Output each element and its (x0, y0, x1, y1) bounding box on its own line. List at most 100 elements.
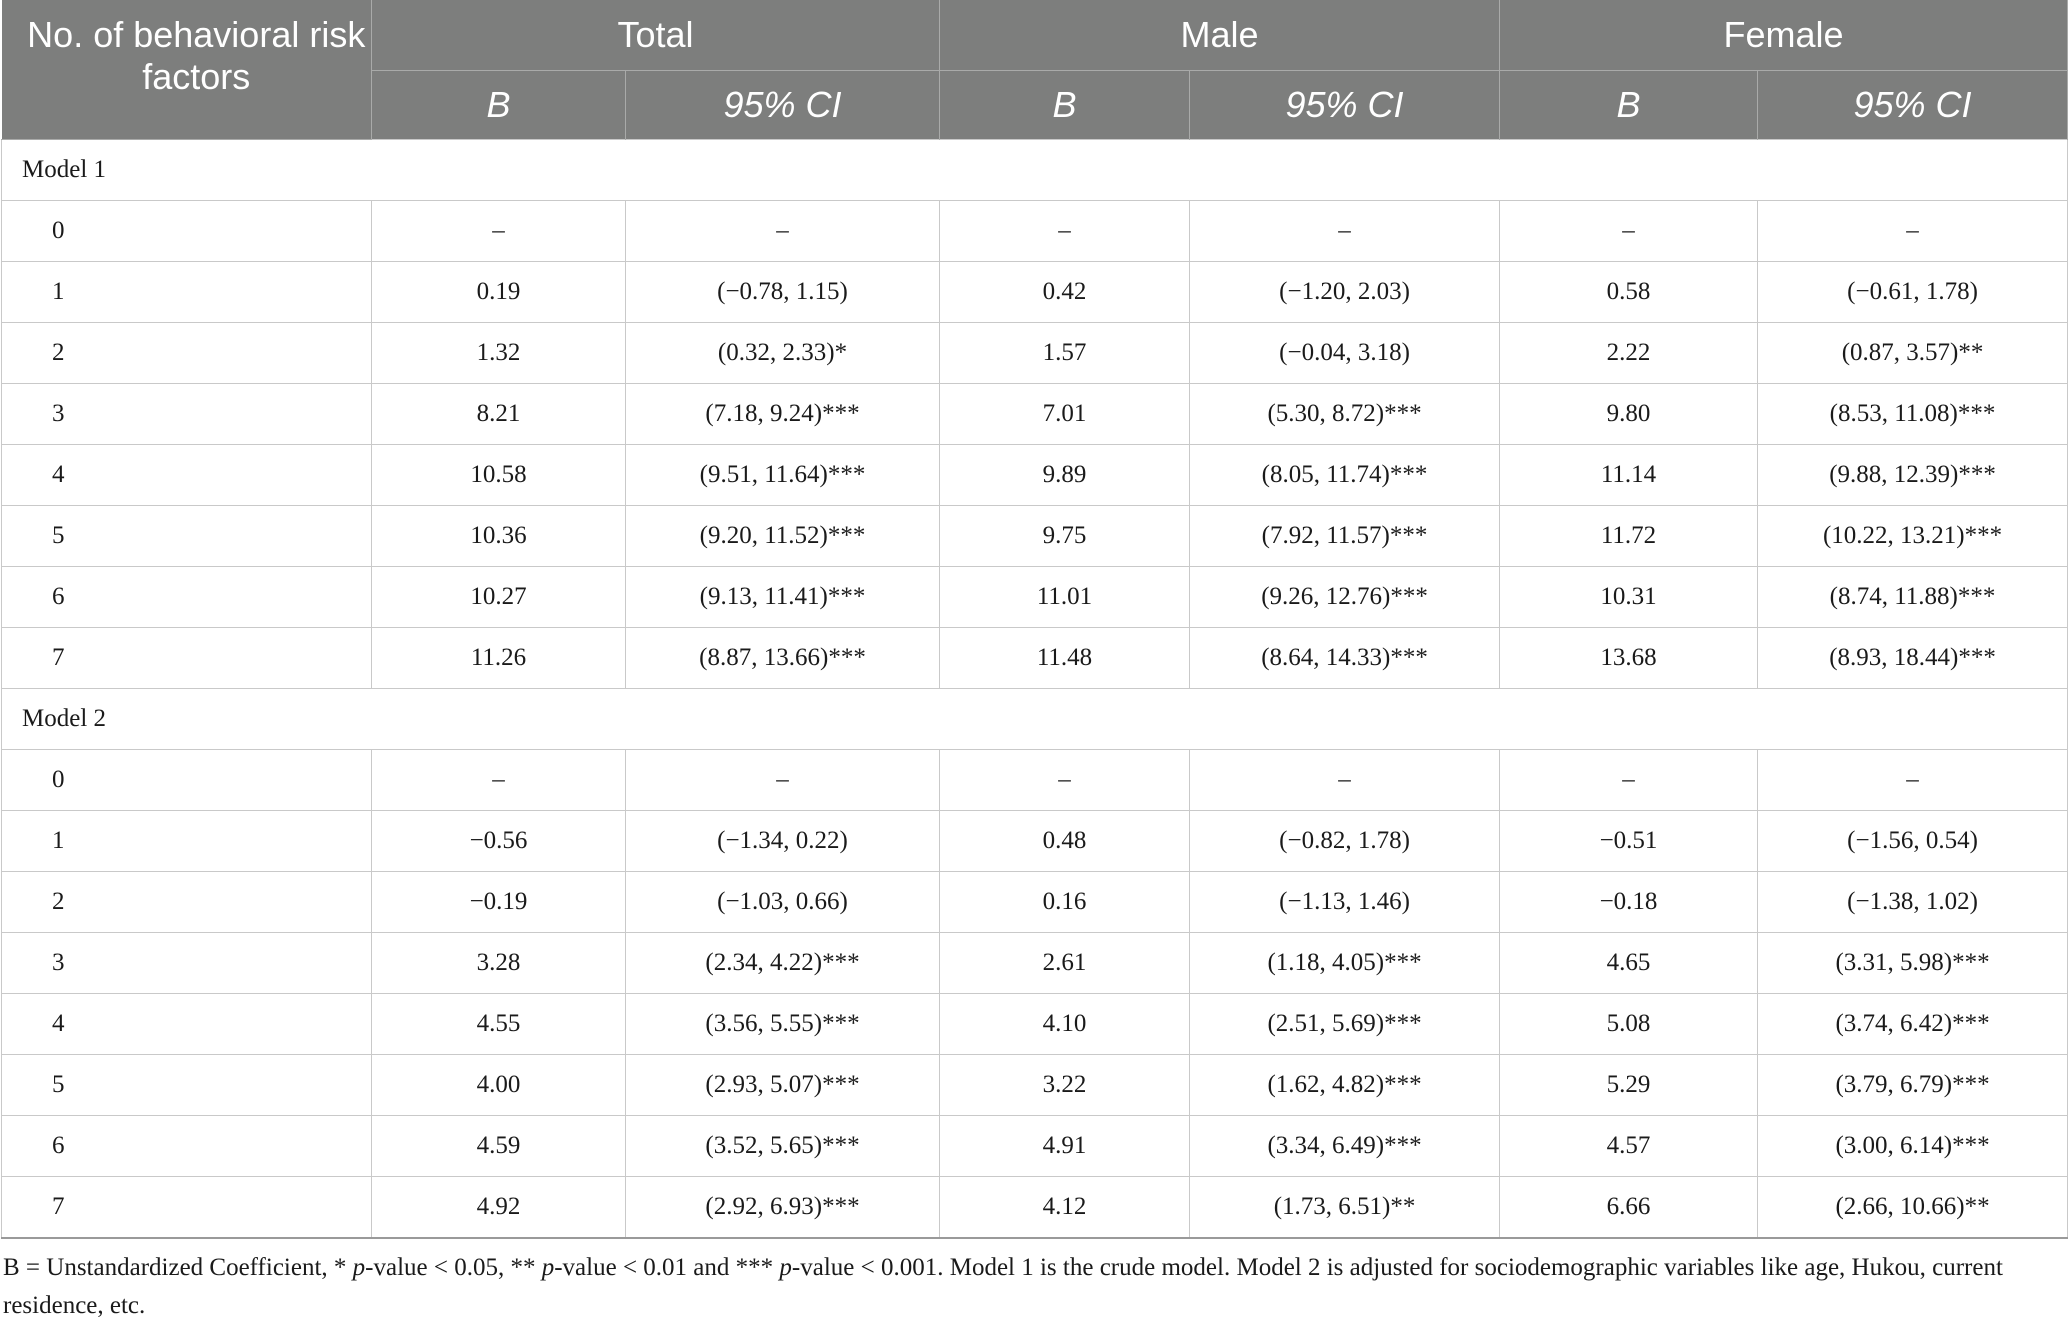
table-row: 3 3.28 (2.34, 4.22)*** 2.61 (1.18, 4.05)*** 4… (1, 932, 2068, 994)
table-cell: – (624, 200, 941, 262)
table-cell: (3.74, 6.42)*** (1757, 993, 2068, 1055)
table-cell: – (624, 749, 941, 811)
table-cell: (−1.34, 0.22) (624, 810, 941, 872)
header-male-b: B (939, 70, 1191, 140)
table-row: 6 10.27 (9.13, 11.41)*** 11.01 (9.26, 12.76)… (1, 566, 2068, 628)
table-cell: 9.75 (939, 505, 1191, 567)
table-cell: 11.01 (939, 566, 1191, 628)
table-cell: (1.62, 4.82)*** (1189, 1054, 1501, 1116)
table-row: 5 10.36 (9.20, 11.52)*** 9.75 (7.92, 11.57)*… (1, 505, 2068, 567)
row-label: 4 (1, 444, 372, 506)
table-cell: (9.13, 11.41)*** (624, 566, 941, 628)
footnote-text: -value < 0.05, ** (365, 1254, 542, 1281)
table-cell: 9.89 (939, 444, 1191, 506)
table-cell: 4.10 (939, 993, 1191, 1055)
table-cell: 8.21 (371, 383, 626, 445)
table-cell: 9.80 (1499, 383, 1759, 445)
footnote-text: B = Unstandardized Coefficient, * (3, 1254, 353, 1281)
table-cell: (8.87, 13.66)*** (624, 627, 941, 689)
section-title: Model 1 (0, 139, 2068, 201)
row-label: 4 (1, 993, 372, 1055)
table-cell: 2.22 (1499, 322, 1759, 384)
footnote-italic-p: p (352, 1254, 366, 1281)
table-row: 5 4.00 (2.93, 5.07)*** 3.22 (1.62, 4.82)*** 5… (1, 1054, 2068, 1116)
table-row: 3 8.21 (7.18, 9.24)*** 7.01 (5.30, 8.72)*** 9… (1, 383, 2068, 445)
table-row: 6 4.59 (3.52, 5.65)*** 4.91 (3.34, 6.49)*** 4… (1, 1115, 2068, 1177)
table-cell: 11.48 (939, 627, 1191, 689)
header-female-ci: 95% CI (1757, 70, 2068, 140)
row-label: 2 (1, 322, 372, 384)
table-cell: – (939, 749, 1191, 811)
table-cell: (8.93, 18.44)*** (1757, 627, 2068, 689)
table-cell: 4.59 (371, 1115, 626, 1177)
table-cell: (3.79, 6.79)*** (1757, 1054, 2068, 1116)
header-male: Male (939, 0, 1501, 71)
table-cell: (−1.56, 0.54) (1757, 810, 2068, 872)
footnote-italic-p: p (779, 1254, 792, 1281)
table-cell: (2.66, 10.66)** (1757, 1176, 2068, 1239)
table-cell: (−1.38, 1.02) (1757, 871, 2068, 933)
table-cell: 11.72 (1499, 505, 1759, 567)
table-cell: – (1499, 749, 1759, 811)
header-female: Female (1499, 0, 2068, 71)
table-cell: 13.68 (1499, 627, 1759, 689)
table-cell: (1.73, 6.51)** (1189, 1176, 1501, 1239)
header-total-b: B (371, 70, 626, 140)
row-label: 3 (1, 383, 372, 445)
table-cell: (5.30, 8.72)*** (1189, 383, 1501, 445)
table-cell: (3.56, 5.55)*** (624, 993, 941, 1055)
row-label: 5 (1, 505, 372, 567)
row-label: 1 (1, 261, 372, 323)
table-cell: (9.26, 12.76)*** (1189, 566, 1501, 628)
table-cell: 0.42 (939, 261, 1191, 323)
table-cell: (−1.13, 1.46) (1189, 871, 1501, 933)
table-cell: (−0.61, 1.78) (1757, 261, 2068, 323)
row-label: 6 (1, 1115, 372, 1177)
header-total-ci: 95% CI (624, 70, 941, 140)
table-cell: 5.08 (1499, 993, 1759, 1055)
table-cell: – (371, 200, 626, 262)
table-cell: – (1189, 200, 1501, 262)
regression-table: No. of behavioral risk factors Total Mal… (0, 0, 2068, 1239)
section-row: Model 2 (0, 688, 2068, 750)
table-cell: – (1757, 200, 2068, 262)
table-row: 0– – – – – – (1, 749, 2068, 811)
table-cell: (9.51, 11.64)*** (624, 444, 941, 506)
row-label: 1 (1, 810, 372, 872)
table-cell: 10.27 (371, 566, 626, 628)
footnote-text: -value < 0.001. Model 1 is the crude mod… (3, 1254, 2003, 1319)
table-body: Model 1 0– – – – – –1 0.19 (−0.78, 1.15) 0.42 (−1.… (0, 139, 2068, 1239)
table-cell: (9.20, 11.52)*** (624, 505, 941, 567)
table-cell: 4.92 (371, 1176, 626, 1239)
table-cell: 10.58 (371, 444, 626, 506)
table-row: 2 1.32 (0.32, 2.33)* 1.57 (−0.04, 3.18) 2.22(… (1, 322, 2068, 384)
row-label: 7 (1, 1176, 372, 1239)
table-cell: 5.29 (1499, 1054, 1759, 1116)
section-row: Model 1 (0, 139, 2068, 201)
section-title: Model 2 (0, 688, 2068, 750)
header-risk-factors: No. of behavioral risk factors (1, 0, 372, 140)
table-row: 7 4.92 (2.92, 6.93)*** 4.12 (1.73, 6.51)** 6.… (1, 1176, 2068, 1239)
table-row: 7 11.26 (8.87, 13.66)*** 11.48 (8.64, 14.33)… (1, 627, 2068, 689)
table-cell: −0.56 (371, 810, 626, 872)
table-cell: 4.57 (1499, 1115, 1759, 1177)
table-row: 1 0.19 (−0.78, 1.15) 0.42 (−1.20, 2.03) 0.58(… (1, 261, 2068, 323)
table-cell: (0.32, 2.33)* (624, 322, 941, 384)
table-cell: (2.51, 5.69)*** (1189, 993, 1501, 1055)
table-cell: (−1.03, 0.66) (624, 871, 941, 933)
table-cell: – (1189, 749, 1501, 811)
table-cell: (3.52, 5.65)*** (624, 1115, 941, 1177)
table-cell: (−0.78, 1.15) (624, 261, 941, 323)
table-cell: (2.93, 5.07)*** (624, 1054, 941, 1116)
table-cell: (8.64, 14.33)*** (1189, 627, 1501, 689)
table-cell: 2.61 (939, 932, 1191, 994)
table-cell: (−0.04, 3.18) (1189, 322, 1501, 384)
table-cell: (0.87, 3.57)** (1757, 322, 2068, 384)
footnote-italic-p: p (541, 1254, 555, 1281)
table-cell: (7.92, 11.57)*** (1189, 505, 1501, 567)
table-cell: 4.65 (1499, 932, 1759, 994)
table-cell: 0.19 (371, 261, 626, 323)
row-label: 2 (1, 871, 372, 933)
table-cell: −0.19 (371, 871, 626, 933)
footnote-text: -value < 0.01 and *** (554, 1254, 780, 1281)
